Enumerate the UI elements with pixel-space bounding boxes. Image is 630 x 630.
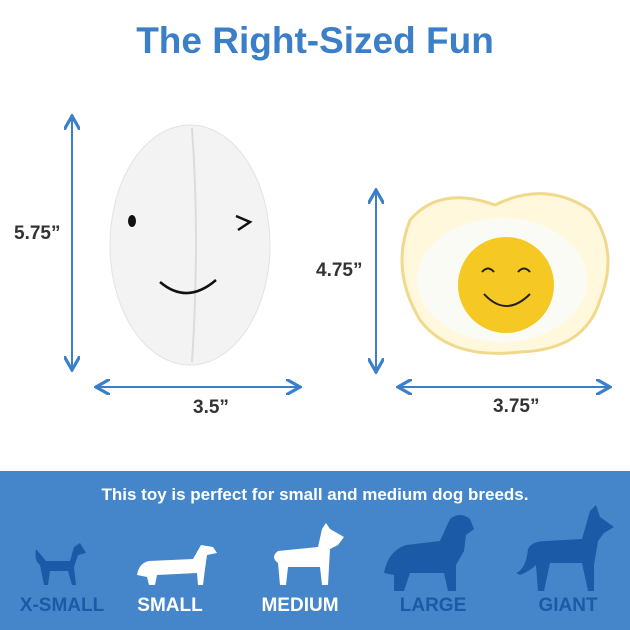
size-label-medium: MEDIUM — [261, 595, 339, 616]
size-label-small: SMALL — [137, 595, 203, 616]
x-small-dog-icon — [35, 543, 86, 585]
large-dog-icon — [384, 515, 474, 591]
size-guide-note: This toy is perfect for small and medium… — [101, 485, 529, 504]
fried-egg-plush-image — [400, 192, 610, 355]
egg-plush-image — [109, 124, 271, 366]
page-title: The Right-Sized Fun — [136, 20, 494, 61]
fried-egg-width-label: 3.75” — [493, 396, 540, 417]
size-guide-band: This toy is perfect for small and medium… — [0, 471, 630, 630]
giant-dog-icon — [516, 505, 614, 591]
size-label-x-small: X-SMALL — [19, 595, 105, 616]
product-illustration — [0, 0, 630, 470]
size-label-large: LARGE — [399, 595, 467, 616]
size-label-giant: GIANT — [538, 595, 598, 616]
medium-dog-icon — [258, 523, 344, 585]
small-dog-icon — [137, 545, 217, 585]
egg-width-label: 3.5” — [193, 397, 229, 418]
egg-height-label: 5.75” — [14, 223, 61, 244]
fried-egg-height-label: 4.75” — [316, 260, 363, 281]
